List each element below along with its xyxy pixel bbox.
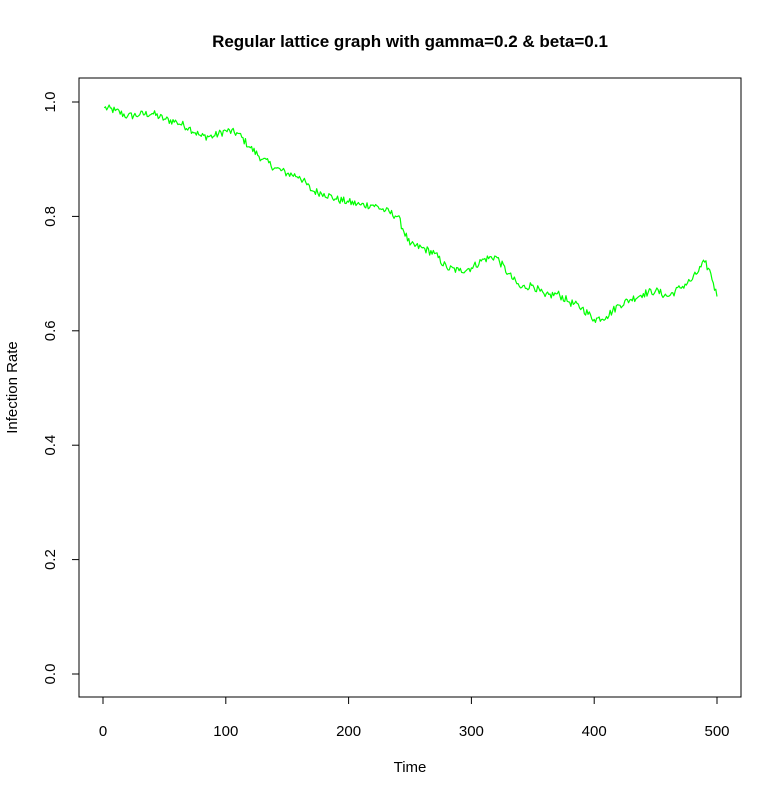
y-tick-label: 0.2 [42,549,59,570]
y-tick-label: 0.8 [42,206,59,227]
series-line [103,104,718,323]
series-layer [103,104,718,323]
y-tick-label: 1.0 [42,92,59,113]
y-tick-label: 0.6 [42,320,59,341]
y-tick-label: 0.4 [42,435,59,456]
x-axis: 0 100 200 300 400 500 [99,696,730,740]
x-tick-label: 0 [99,723,107,740]
x-tick-label: 200 [336,723,361,740]
chart-title: Regular lattice graph with gamma=0.2 & b… [212,32,608,51]
x-tick-label: 500 [704,723,729,740]
x-tick-label: 100 [213,723,238,740]
y-axis-label: Infection Rate [4,341,21,434]
y-axis: 0.0 0.2 0.4 0.6 0.8 1.0 [42,92,80,685]
y-tick-label: 0.0 [42,664,59,685]
x-tick-label: 300 [459,723,484,740]
x-tick-label: 400 [582,723,607,740]
x-axis-label: Time [394,759,427,776]
